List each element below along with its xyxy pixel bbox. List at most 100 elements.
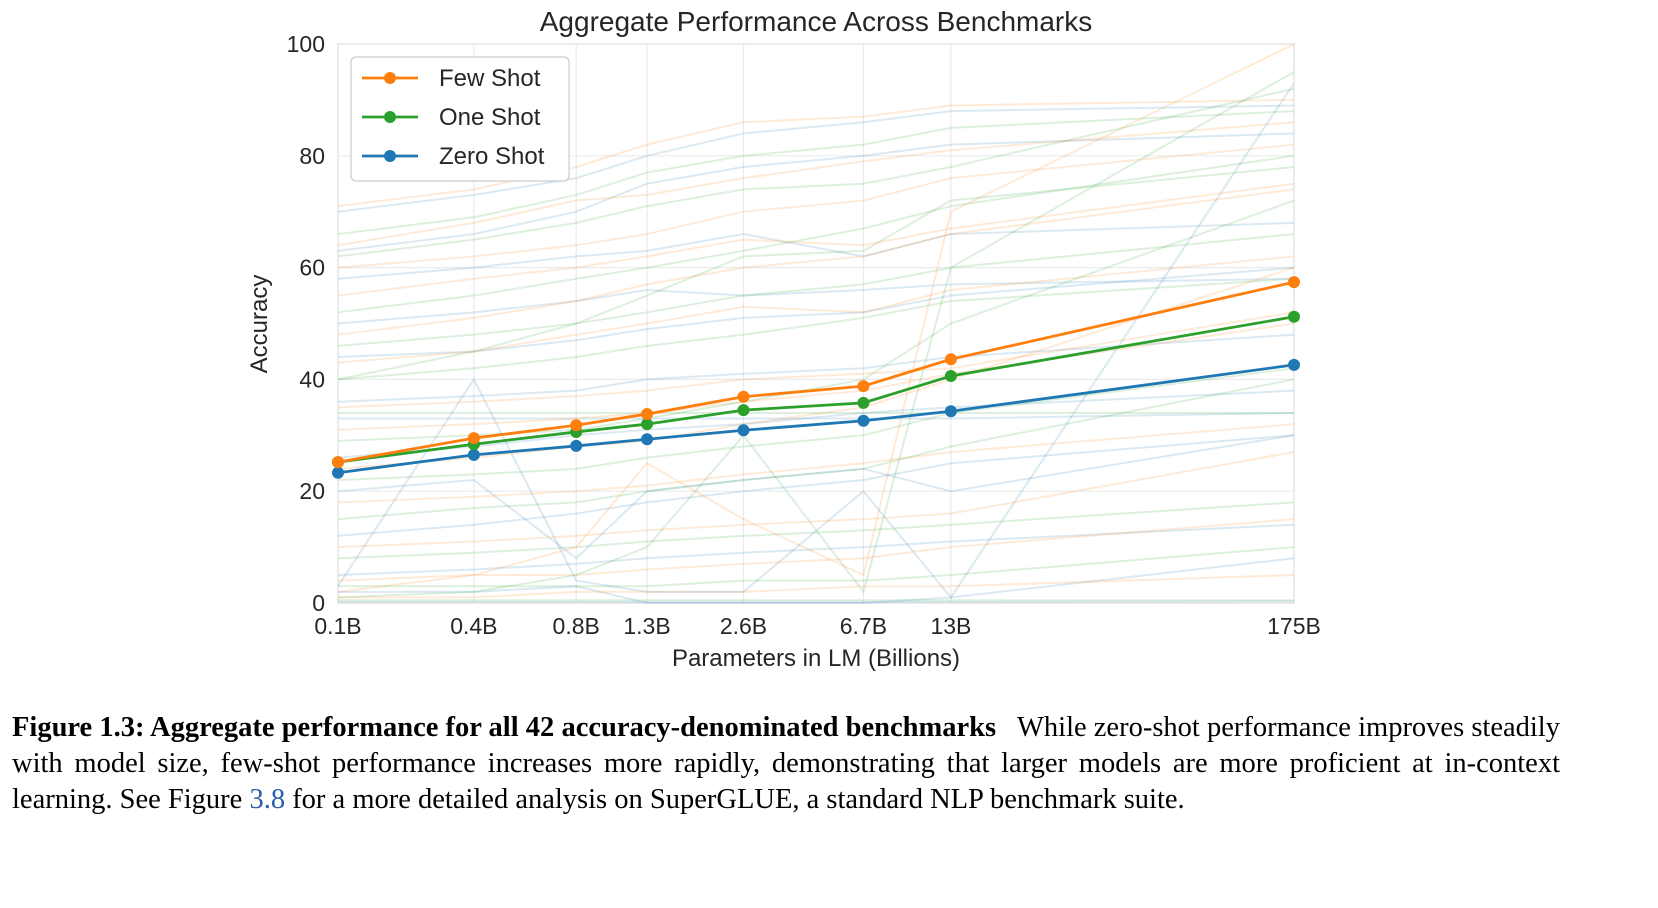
data-point — [467, 448, 480, 461]
benchmark-line — [337, 322, 1295, 431]
benchmark-line — [337, 104, 1295, 213]
x-tick-label: 1.3B — [623, 613, 670, 639]
figure-caption: Figure 1.3: Aggregate performance for al… — [12, 710, 1560, 818]
legend-marker — [384, 111, 396, 123]
benchmark-line — [337, 311, 1295, 409]
series-zero-shot — [332, 358, 1300, 479]
benchmark-line — [337, 199, 1295, 442]
x-tick-label: 6.7B — [840, 613, 887, 639]
y-tick-label: 100 — [287, 31, 325, 57]
benchmark-line — [337, 143, 1295, 269]
benchmark-line — [337, 367, 1295, 482]
y-tick-label: 60 — [299, 255, 325, 281]
benchmark-line — [337, 518, 1295, 582]
data-point — [944, 353, 957, 366]
legend-marker — [384, 150, 396, 162]
y-tick-label: 0 — [312, 590, 325, 616]
data-point — [737, 390, 750, 403]
benchmark-line — [337, 43, 1295, 593]
caption-text-end: for a more detailed analysis on SuperGLU… — [285, 784, 1185, 815]
benchmark-line — [338, 574, 1295, 599]
benchmark-line — [337, 277, 1295, 381]
x-tick-label: 0.1B — [314, 613, 361, 639]
legend-box — [350, 56, 570, 182]
data-point — [641, 408, 654, 421]
data-point — [944, 405, 957, 418]
data-point — [641, 418, 654, 431]
x-tick-label: 13B — [930, 613, 971, 639]
data-point — [857, 380, 870, 393]
legend-item-zero-shot: Zero Shot — [362, 143, 545, 170]
caption-text: While zero-shot performance improves ste… — [12, 712, 1560, 815]
figure-reference-link[interactable]: 3.8 — [249, 784, 286, 815]
data-point — [857, 396, 870, 409]
data-point — [737, 404, 750, 417]
legend-item-few-shot: Few Shot — [362, 65, 541, 92]
main-series — [332, 276, 1300, 479]
legend-label: Few Shot — [439, 65, 541, 92]
benchmark-line — [338, 600, 1295, 603]
x-tick-label: 175B — [1267, 613, 1321, 639]
benchmark-line — [337, 389, 1295, 459]
benchmark-line — [337, 121, 1295, 247]
benchmark-line — [337, 266, 1295, 359]
series-line — [337, 315, 1295, 464]
benchmark-line — [337, 233, 1295, 347]
legend: Few Shot One Shot Zero Shot — [350, 56, 570, 182]
benchmark-line — [337, 82, 1295, 600]
benchmark-line — [337, 434, 1295, 560]
legend-item-one-shot: One Shot — [362, 104, 541, 131]
benchmark-line — [337, 434, 1295, 537]
benchmark-line — [337, 523, 1295, 577]
data-point — [332, 466, 344, 479]
grid — [337, 43, 1295, 604]
data-point — [857, 414, 870, 427]
benchmark-line — [337, 165, 1295, 381]
benchmark-line — [338, 557, 1295, 604]
chart: 0 20 40 60 80 100 0.1B 0.4B 0.8B 1.3B 2.6B 6.7B 13B… — [246, 6, 1321, 672]
benchmark-line — [337, 266, 1295, 470]
y-tick-label: 80 — [299, 143, 325, 169]
benchmark-line — [337, 182, 1295, 297]
y-axis-ticks: 0 20 40 60 80 100 — [287, 31, 325, 616]
y-tick-label: 20 — [299, 478, 325, 504]
benchmark-line — [337, 255, 1295, 364]
x-axis-ticks: 0.1B 0.4B 0.8B 1.3B 2.6B 6.7B 13B 175B — [314, 613, 1321, 639]
benchmark-line — [337, 132, 1295, 252]
benchmark-line — [337, 98, 1295, 208]
y-tick-label: 40 — [299, 366, 325, 392]
data-point — [737, 424, 750, 437]
legend-marker — [384, 72, 396, 84]
benchmark-line — [337, 221, 1295, 280]
legend-label: Zero Shot — [439, 143, 545, 170]
benchmark-line — [337, 423, 1295, 504]
benchmark-line — [337, 378, 1295, 521]
benchmark-line — [337, 154, 1295, 314]
x-tick-label: 0.4B — [450, 613, 497, 639]
x-tick-label: 2.6B — [720, 613, 767, 639]
benchmark-line — [337, 333, 1295, 403]
benchmark-line — [337, 501, 1295, 560]
benchmark-line — [338, 546, 1295, 588]
data-point — [570, 439, 583, 452]
chart-title: Aggregate Performance Across Benchmarks — [540, 6, 1092, 37]
legend-label: One Shot — [439, 104, 541, 131]
series-few-shot — [332, 276, 1300, 469]
y-axis-label: Accuracy — [246, 275, 273, 374]
data-point — [570, 419, 583, 432]
benchmark-line — [337, 110, 1295, 236]
benchmark-line — [337, 277, 1295, 325]
benchmark-line — [337, 451, 1295, 549]
data-point — [944, 370, 957, 383]
background-benchmark-lines — [337, 43, 1295, 604]
data-point — [1288, 358, 1300, 371]
data-point — [1288, 310, 1300, 323]
data-point — [641, 433, 654, 446]
data-point — [332, 456, 344, 469]
series-line — [337, 280, 1295, 464]
data-point — [1288, 276, 1300, 289]
x-tick-label: 0.8B — [553, 613, 600, 639]
benchmark-line — [337, 188, 1295, 336]
benchmark-line — [337, 71, 1295, 599]
data-point — [467, 432, 480, 445]
